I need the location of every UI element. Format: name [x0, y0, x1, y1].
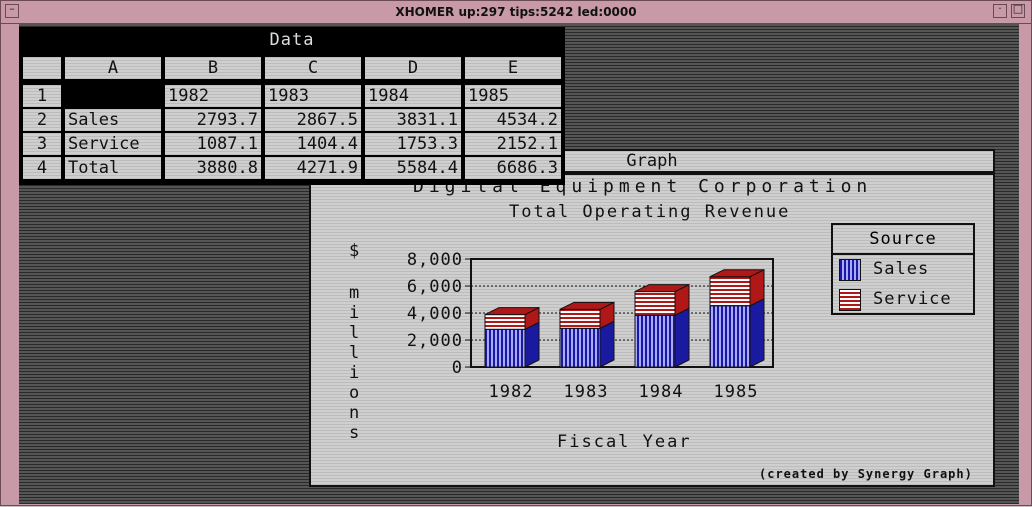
cell-b2[interactable]: 2793.7: [165, 109, 261, 131]
y-axis-label-char: i: [349, 363, 362, 383]
credit-footer: (created by Synergy Graph): [759, 467, 973, 481]
window-title: XHOMER up:297 tips:5242 led:0000: [395, 5, 637, 19]
y-tick-label: 2,000: [407, 331, 463, 351]
bar-top-1983: [559, 301, 615, 310]
row-header-1[interactable]: 1: [23, 85, 61, 107]
y-axis-label-char: n: [349, 403, 362, 423]
data-window-title[interactable]: Data: [269, 30, 315, 50]
cell-a2[interactable]: Sales: [65, 109, 161, 131]
data-window[interactable]: Data A B C D E 1 1982 1983 1984 1985 2 Sales 2793.7 2…: [19, 27, 565, 185]
cell-c2[interactable]: 2867.5: [265, 109, 361, 131]
chart-title: Total Operating Revenue: [509, 202, 791, 222]
cell-d2[interactable]: 3831.1: [365, 109, 461, 131]
column-header-b[interactable]: B: [165, 57, 261, 79]
legend-label-service: Service: [873, 289, 952, 309]
maximize-icon: □: [1012, 2, 1024, 15]
cell-c3[interactable]: 1404.4: [265, 133, 361, 155]
cell-e4[interactable]: 6686.3: [465, 157, 561, 179]
graph-title-divider: [311, 173, 993, 175]
legend-swatch-service: [839, 289, 861, 311]
row-header-2[interactable]: 2: [23, 109, 61, 131]
window-menu-button[interactable]: –: [5, 2, 19, 18]
y-axis-label-char: s: [349, 423, 362, 443]
column-header-e[interactable]: E: [465, 57, 561, 79]
cell-b1[interactable]: 1982: [165, 85, 261, 107]
bar-service-1985: [709, 276, 751, 307]
row-header-3[interactable]: 3: [23, 133, 61, 155]
y-tick-label: 8,000: [407, 250, 463, 270]
legend-label-sales: Sales: [873, 259, 930, 279]
bar-service-1982: [484, 314, 526, 330]
column-header-a[interactable]: A: [65, 57, 161, 79]
cell-b3[interactable]: 1087.1: [165, 133, 261, 155]
cell-d4[interactable]: 5584.4: [365, 157, 461, 179]
x-tick-label: 1985: [714, 382, 759, 402]
minus-icon: –: [9, 2, 15, 15]
bar-side-sales-1985: [749, 297, 765, 368]
y-axis-label-char: $: [349, 241, 362, 261]
corner-cell[interactable]: [23, 57, 61, 79]
bar-sales-1985: [709, 305, 751, 368]
y-axis-label-char: i: [349, 303, 362, 323]
column-header-c[interactable]: C: [265, 57, 361, 79]
y-axis-label-char: o: [349, 383, 362, 403]
cell-c1[interactable]: 1983: [265, 85, 361, 107]
cell-e1[interactable]: 1985: [465, 85, 561, 107]
cell-a3[interactable]: Service: [65, 133, 161, 155]
cell-a4[interactable]: Total: [65, 157, 161, 179]
cell-e2[interactable]: 4534.2: [465, 109, 561, 131]
minimize-icon: ·: [998, 2, 1002, 15]
bar-side-sales-1984: [674, 307, 690, 368]
bar-service-1984: [634, 291, 676, 316]
cell-d3[interactable]: 1753.3: [365, 133, 461, 155]
y-axis-label-char: l: [349, 343, 362, 363]
legend: Source Sales Service: [831, 223, 975, 315]
column-header-d[interactable]: D: [365, 57, 461, 79]
bar-top-1985: [709, 269, 765, 278]
graph-window-title[interactable]: Graph: [311, 151, 993, 173]
bar-side-sales-1982: [524, 321, 540, 368]
minimize-button[interactable]: ·: [993, 2, 1007, 18]
y-tick-label: 4,000: [407, 304, 463, 324]
x-tick-label: 1983: [564, 382, 609, 402]
row-header-4[interactable]: 4: [23, 157, 61, 179]
x-tick-label: 1982: [489, 382, 534, 402]
bar-sales-1984: [634, 314, 676, 368]
x-axis-label: Fiscal Year: [557, 432, 692, 452]
y-axis-label-char: l: [349, 323, 362, 343]
y-tick-label: 0: [452, 358, 463, 378]
bar-service-1983: [559, 308, 601, 329]
y-tick-label: 6,000: [407, 277, 463, 297]
y-axis-label-char: m: [349, 283, 362, 303]
bar-top-1984: [634, 284, 690, 293]
selected-cell[interactable]: [65, 85, 161, 107]
legend-swatch-sales: [839, 259, 861, 281]
cell-b4[interactable]: 3880.8: [165, 157, 261, 179]
bar-side-sales-1983: [599, 320, 615, 368]
cell-d1[interactable]: 1984: [365, 85, 461, 107]
bar-sales-1982: [484, 328, 526, 368]
title-bar[interactable]: – XHOMER up:297 tips:5242 led:0000 · □: [1, 1, 1031, 24]
cell-e3[interactable]: 2152.1: [465, 133, 561, 155]
cell-c4[interactable]: 4271.9: [265, 157, 361, 179]
bar-top-1982: [484, 307, 540, 316]
x-tick-label: 1984: [639, 382, 684, 402]
legend-title: Source: [833, 225, 973, 255]
bar-sales-1983: [559, 327, 601, 368]
maximize-button[interactable]: □: [1011, 2, 1025, 18]
